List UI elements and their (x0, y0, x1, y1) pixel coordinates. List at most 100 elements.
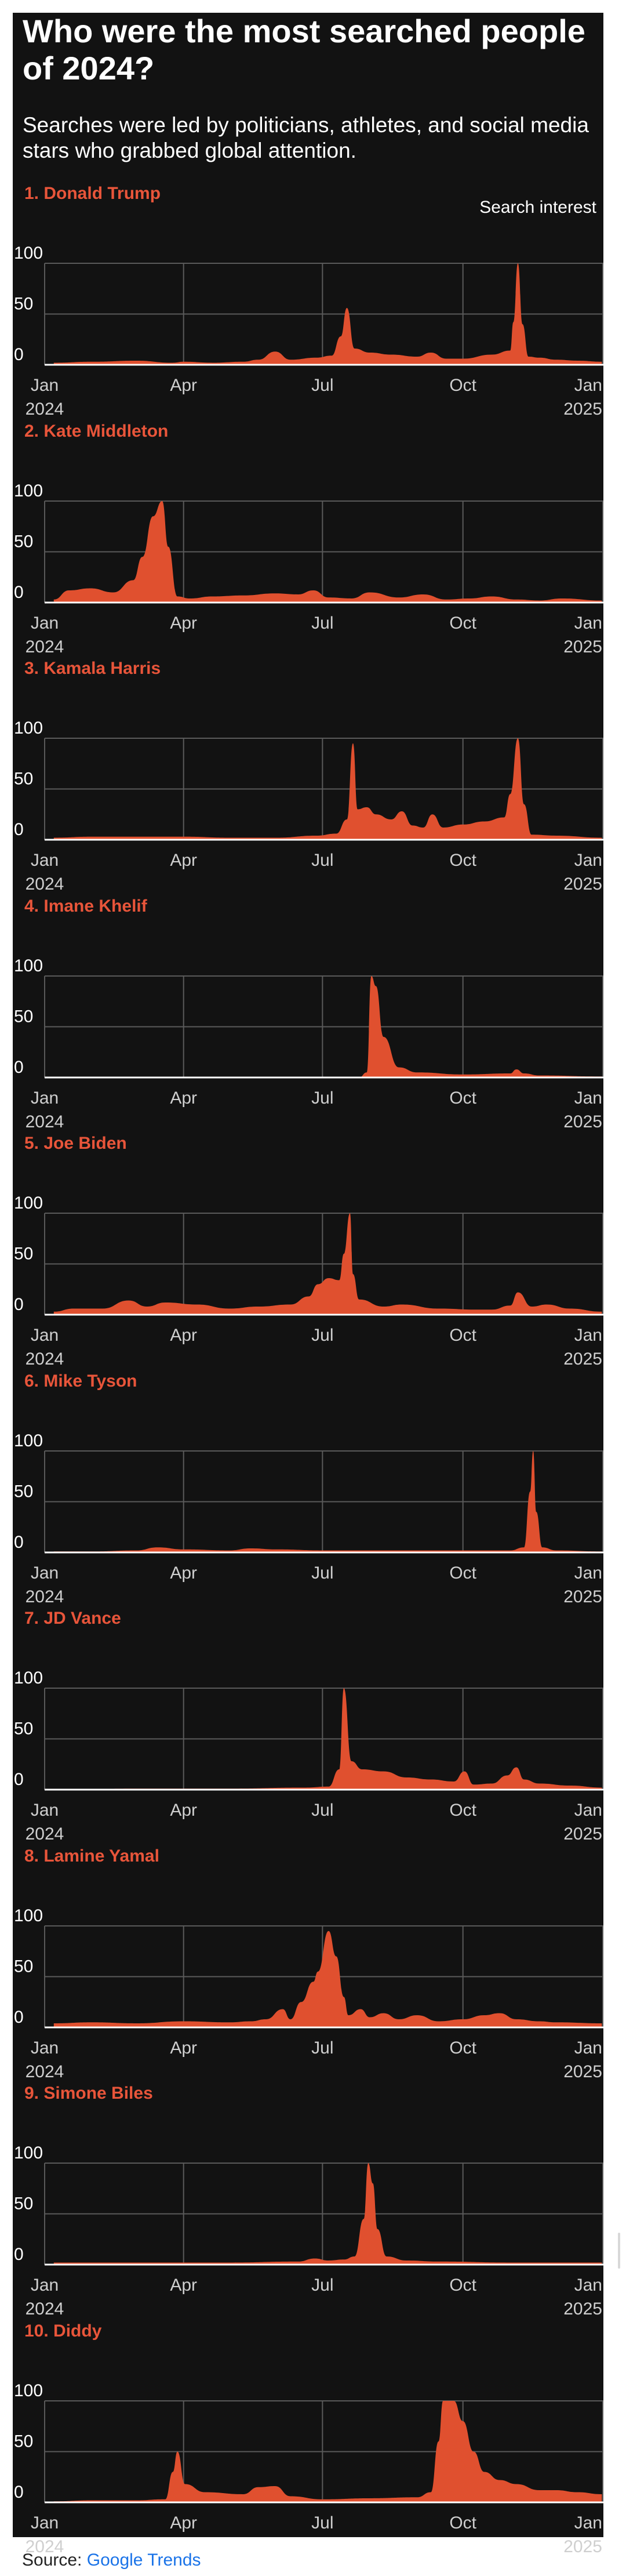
x-tick-year-label: 2025 (563, 875, 602, 894)
y-tick-label: 0 (14, 820, 24, 839)
source-link[interactable]: Google Trends (86, 2550, 201, 2570)
chart-label: 5. Joe Biden (24, 1134, 127, 1153)
chart-label: 6. Mike Tyson (24, 1371, 137, 1391)
area-chart: 100 50 0 Jan 2024 Apr Jul Oct Jan 2025 (14, 1668, 603, 1844)
y-tick-label: 0 (14, 1533, 24, 1552)
y-tick-label: 0 (14, 583, 24, 602)
x-tick-year-label: 2025 (563, 2299, 602, 2319)
area-chart: 100 50 0 Jan 2024 Apr Jul Oct Jan 2025 (14, 2381, 603, 2556)
x-tick-label: Jan (31, 376, 59, 395)
x-tick-year-label: 2025 (563, 1112, 602, 1131)
x-tick-label: Jan (574, 2276, 602, 2295)
x-tick-year-label: 2024 (26, 637, 64, 656)
chart-label: 1. Donald Trump (24, 184, 161, 203)
y-tick-label: 100 (14, 481, 43, 500)
y-tick-label: 0 (14, 1295, 24, 1314)
x-tick-label: Apr (170, 851, 197, 870)
page-title: Who were the most searched people of 202… (23, 13, 585, 86)
x-tick-year-label: 2025 (563, 1824, 602, 1844)
x-tick-label: Jan (574, 2038, 602, 2058)
y-tick-label: 50 (14, 1245, 33, 1264)
x-tick-label: Apr (170, 2038, 197, 2058)
x-tick-label: Jul (311, 851, 333, 870)
y-tick-label: 50 (14, 1482, 33, 1501)
x-tick-label: Oct (449, 2038, 476, 2058)
y-tick-label: 50 (14, 1719, 33, 1739)
area-chart: 100 50 0 Jan 2024 Apr Jul Oct Jan 2025 (14, 1906, 603, 2081)
source-label: Source: (22, 2550, 82, 2570)
x-tick-year-label: 2024 (26, 2299, 64, 2319)
y-tick-label: 0 (14, 2008, 24, 2027)
search-interest-area (53, 1931, 602, 2027)
x-tick-label: Jan (574, 376, 602, 395)
x-tick-label: Jul (311, 1326, 333, 1345)
x-tick-label: Jul (311, 2513, 333, 2533)
x-tick-label: Jan (31, 1801, 59, 1820)
scrollbar-thumb[interactable] (618, 2233, 620, 2269)
x-tick-label: Oct (449, 2276, 476, 2295)
x-tick-label: Jul (311, 1801, 333, 1820)
chart-label: 3. Kamala Harris (24, 659, 161, 678)
page-subtitle: Searches were led by politicians, athlet… (23, 113, 589, 162)
x-tick-label: Jul (311, 614, 333, 633)
x-tick-label: Apr (170, 1801, 197, 1820)
x-tick-year-label: 2024 (26, 400, 64, 419)
x-tick-label: Jan (574, 851, 602, 870)
x-tick-label: Jan (31, 614, 59, 633)
chart-label: 9. Simone Biles (24, 2084, 153, 2103)
y-tick-label: 100 (14, 719, 43, 738)
x-tick-label: Jan (574, 2513, 602, 2533)
x-tick-label: Jan (31, 851, 59, 870)
x-tick-label: Oct (449, 376, 476, 395)
y-tick-label: 50 (14, 2194, 33, 2214)
x-tick-label: Jul (311, 1089, 333, 1108)
y-tick-label: 50 (14, 532, 33, 551)
chart-panel: Who were the most searched people of 202… (13, 13, 603, 2556)
x-tick-label: Oct (449, 614, 476, 633)
area-chart: 100 50 0 Jan 2024 Apr Jul Oct Jan 2025 (14, 1431, 603, 1606)
x-tick-label: Oct (449, 1563, 476, 1583)
search-interest-area (53, 1213, 602, 1315)
x-tick-label: Jan (574, 614, 602, 633)
x-tick-label: Apr (170, 376, 197, 395)
y-tick-label: 100 (14, 1906, 43, 1925)
x-tick-label: Apr (170, 1563, 197, 1583)
x-tick-label: Jan (574, 1326, 602, 1345)
x-tick-label: Jan (574, 1563, 602, 1583)
x-tick-label: Jan (31, 1089, 59, 1108)
x-tick-year-label: 2025 (563, 1587, 602, 1606)
y-tick-label: 0 (14, 1770, 24, 1789)
x-tick-label: Oct (449, 2513, 476, 2533)
x-tick-label: Jan (31, 2038, 59, 2058)
y-tick-label: 100 (14, 1431, 43, 1450)
chart-label: 2. Kate Middleton (24, 421, 169, 441)
area-chart: 100 50 0 Jan 2024 Apr Jul Oct Jan 2025 (14, 481, 603, 656)
area-chart: 100 50 0 Jan 2024 Apr Jul Oct Jan 2025 (14, 244, 603, 419)
search-interest-area (53, 500, 602, 603)
x-tick-label: Jan (31, 1563, 59, 1583)
x-tick-label: Oct (449, 1089, 476, 1108)
x-tick-year-label: 2025 (563, 400, 602, 419)
x-tick-label: Apr (170, 614, 197, 633)
area-chart: 100 50 0 Jan 2024 Apr Jul Oct Jan 2025 (14, 1193, 603, 1369)
x-tick-label: Jul (311, 2276, 333, 2295)
x-tick-label: Oct (449, 851, 476, 870)
x-tick-year-label: 2024 (26, 2062, 64, 2081)
y-tick-label: 100 (14, 2381, 43, 2400)
area-chart: 100 50 0 Jan 2024 Apr Jul Oct Jan 2025 (14, 2143, 603, 2319)
x-tick-label: Jul (311, 2038, 333, 2058)
source-line: Source: Google Trends (22, 2550, 201, 2570)
y-tick-label: 50 (14, 1957, 33, 1976)
chart-label: 8. Lamine Yamal (24, 1846, 159, 1866)
x-tick-year-label: 2024 (26, 1349, 64, 1369)
x-tick-label: Jan (31, 2276, 59, 2295)
x-tick-year-label: 2025 (563, 637, 602, 656)
y-tick-label: 100 (14, 1668, 43, 1688)
x-tick-year-label: 2024 (26, 1824, 64, 1844)
x-tick-label: Jan (31, 1326, 59, 1345)
x-tick-label: Jan (574, 1089, 602, 1108)
x-tick-year-label: 2025 (563, 1349, 602, 1369)
area-chart: 100 50 0 Jan 2024 Apr Jul Oct Jan 2025 (14, 719, 603, 894)
y-tick-label: 50 (14, 295, 33, 314)
y-tick-label: 100 (14, 1193, 43, 1213)
